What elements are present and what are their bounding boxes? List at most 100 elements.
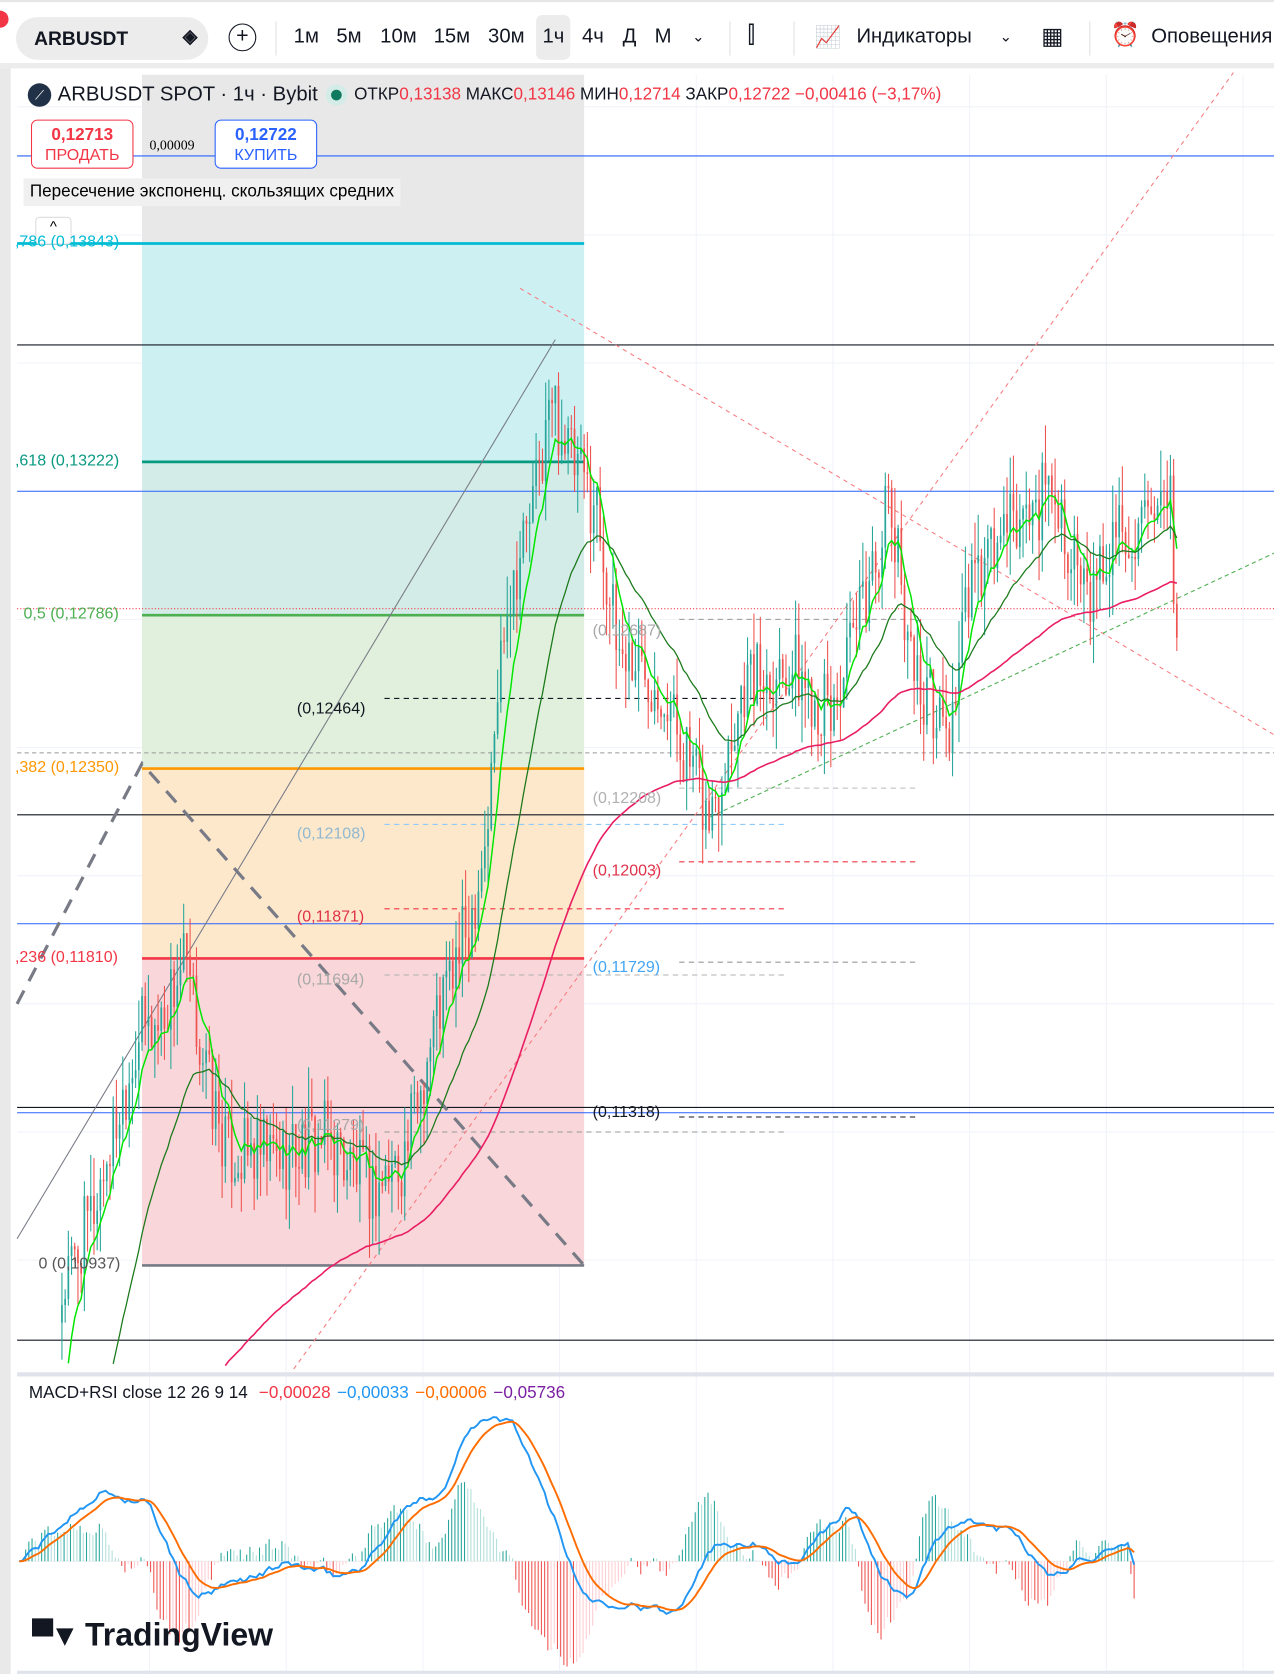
candle-body <box>464 905 467 938</box>
candle-body <box>685 727 688 783</box>
candle-body <box>471 909 473 958</box>
alerts-button[interactable]: Оповещения <box>1151 25 1273 49</box>
candle-body <box>269 1134 272 1162</box>
timeframe-5[interactable]: 1ч <box>536 14 571 60</box>
candle-body <box>317 1136 320 1173</box>
candle-body <box>1134 556 1137 560</box>
candle-body <box>1015 510 1018 548</box>
trendline-red <box>293 72 1234 1370</box>
divider <box>1089 21 1091 56</box>
plus-circle-icon[interactable]: + <box>228 23 257 52</box>
candle-body <box>583 448 585 473</box>
trendline-green <box>709 552 1274 818</box>
candle-body <box>439 995 441 1029</box>
buy-button[interactable]: 0,12722 КУПИТЬ <box>214 119 318 169</box>
candle-body <box>1022 508 1024 520</box>
tradingview-logo[interactable]: ▀▼ TradingView <box>32 1618 273 1654</box>
timeframe-0[interactable]: 1м <box>293 25 319 49</box>
notification-dot[interactable] <box>0 10 9 28</box>
indicator-label[interactable]: Пересечение экспоненц. скользящих средни… <box>23 178 401 207</box>
indicators-icon[interactable]: 📈 <box>814 25 842 50</box>
candle-body <box>916 655 919 681</box>
candle-body <box>884 485 887 548</box>
candle-body <box>762 685 765 694</box>
candle-body <box>416 1092 419 1113</box>
candle-body <box>765 674 768 694</box>
candle-body <box>250 1143 252 1156</box>
candle-body <box>189 955 191 976</box>
timeframe-8[interactable]: М <box>654 25 672 49</box>
candle-body <box>381 1182 384 1187</box>
candle-body <box>717 797 720 816</box>
timeframe-3[interactable]: 15м <box>433 25 471 49</box>
candle-body <box>958 662 960 705</box>
alarm-clock-icon[interactable]: ⏰ <box>1110 21 1140 49</box>
collapse-chevron-icon[interactable]: ^ <box>35 216 72 245</box>
price-level-label: (0,12003) <box>592 861 662 880</box>
candle-body <box>669 702 672 722</box>
low-value: 0,12714 <box>618 85 681 104</box>
timeframe-more-chevron-icon[interactable]: ⌄ <box>691 27 705 45</box>
candle-body <box>1140 506 1143 524</box>
candle-body <box>660 709 662 717</box>
candle-body <box>932 669 935 739</box>
candle-body <box>1041 462 1044 541</box>
candle-body <box>278 1151 281 1169</box>
candle-body <box>109 1164 111 1167</box>
fib-level-label: ,382 (0,12350) <box>14 757 120 777</box>
price-level-label: (0,11729) <box>592 958 661 977</box>
candle-body <box>849 622 851 638</box>
candle-body <box>211 1054 214 1129</box>
candle-body <box>1054 494 1056 505</box>
candle-body <box>878 572 880 578</box>
timeframe-2[interactable]: 10м <box>380 25 417 49</box>
candle-body <box>323 1100 326 1145</box>
candle-body <box>144 995 147 1027</box>
candle-body <box>336 1132 339 1176</box>
candle-body <box>1166 491 1169 510</box>
sell-button[interactable]: 0,12713 ПРОДАТЬ <box>30 119 134 169</box>
candle-body <box>769 674 771 699</box>
chevron-down-icon[interactable]: ⌄ <box>999 27 1013 45</box>
timeframe-4[interactable]: 30м <box>488 25 525 49</box>
candle-body <box>538 459 541 462</box>
candle-body <box>592 505 595 534</box>
candle-body <box>221 1123 223 1167</box>
macd-line <box>19 1416 1136 1616</box>
candle-body <box>173 969 175 1007</box>
candle-body <box>900 528 903 585</box>
candle-body <box>128 1083 131 1120</box>
trendline <box>16 339 556 1240</box>
candle-body <box>862 581 864 587</box>
candle-body <box>608 604 611 606</box>
layout-grid-icon[interactable]: ▦ <box>1041 22 1064 50</box>
candle-body <box>1063 499 1066 555</box>
candle-body <box>570 428 573 430</box>
candle-body <box>208 1050 211 1055</box>
diamond-icon[interactable]: ◈ <box>182 25 198 47</box>
timeframe-6[interactable]: 4ч <box>582 25 604 49</box>
candles-icon[interactable]: ⫿ <box>747 21 756 49</box>
candle-body <box>1083 568 1085 585</box>
candle-body <box>477 891 480 929</box>
candle-body <box>589 474 592 534</box>
timeframe-7[interactable]: Д <box>622 25 637 49</box>
candle-body <box>391 1164 393 1182</box>
candle-body <box>644 655 646 680</box>
candle-body <box>865 581 867 623</box>
timeframe-1[interactable]: 5м <box>336 25 362 49</box>
candle-body <box>1159 490 1162 506</box>
candle-body <box>509 616 512 618</box>
candle-body <box>198 1046 201 1065</box>
candle-body <box>753 654 755 705</box>
indicators-button[interactable]: Индикаторы <box>856 25 972 49</box>
candle-body <box>945 716 948 729</box>
symbol-search[interactable]: ARBUSDT ◈ <box>16 17 209 60</box>
candle-body <box>1156 505 1159 520</box>
candle-body <box>695 748 698 756</box>
candle-body <box>1051 475 1053 495</box>
candle-body <box>624 653 627 672</box>
candle-body <box>986 538 989 558</box>
candle-body <box>983 557 986 596</box>
